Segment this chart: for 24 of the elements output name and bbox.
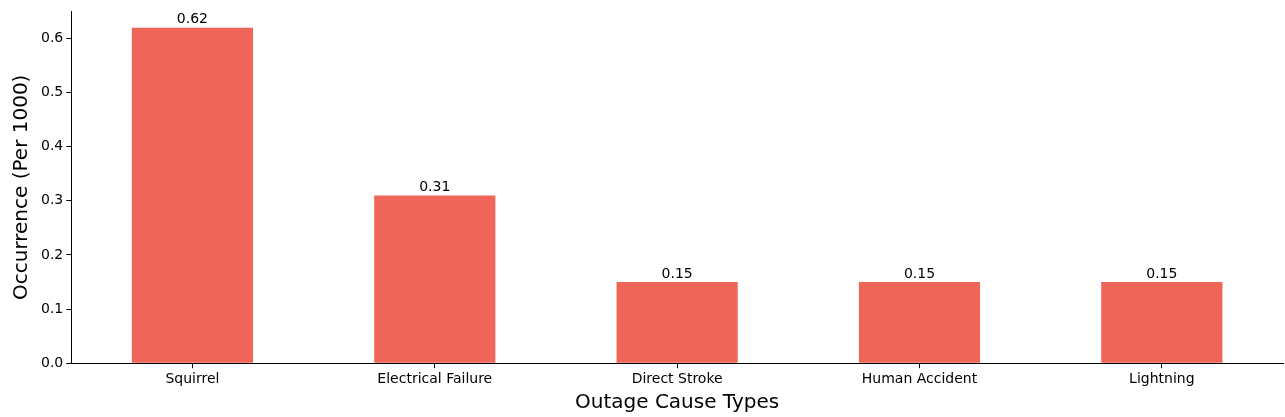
data-label: 0.31 [419, 178, 451, 195]
x-tick-label: Lightning [1129, 370, 1195, 387]
data-label: 0.15 [1146, 264, 1178, 281]
bar [374, 195, 496, 363]
y-tick-label: 0.6 [41, 29, 64, 46]
y-axis-title: Occurrence (Per 1000) [8, 74, 33, 301]
x-tick-label: Direct Stroke [631, 370, 723, 387]
y-tick-label: 0.0 [41, 353, 64, 370]
bar [131, 27, 254, 363]
x-tick-label: Electrical Failure [377, 370, 493, 387]
bar [858, 282, 981, 363]
y-tick-label: 0.5 [41, 83, 64, 100]
x-tick-label: Human Accident [861, 370, 978, 387]
x-tick-label: Squirrel [165, 370, 220, 387]
data-label: 0.15 [903, 264, 936, 281]
y-tick-label: 0.3 [41, 191, 64, 208]
x-axis-title: Outage Cause Types [575, 389, 780, 414]
y-tick-label: 0.4 [41, 137, 64, 154]
data-label: 0.62 [176, 10, 209, 27]
bar [616, 282, 738, 363]
y-tick-label: 0.1 [41, 299, 64, 316]
bar [1101, 282, 1223, 363]
data-label: 0.15 [661, 264, 693, 281]
y-tick-label: 0.2 [41, 245, 64, 262]
